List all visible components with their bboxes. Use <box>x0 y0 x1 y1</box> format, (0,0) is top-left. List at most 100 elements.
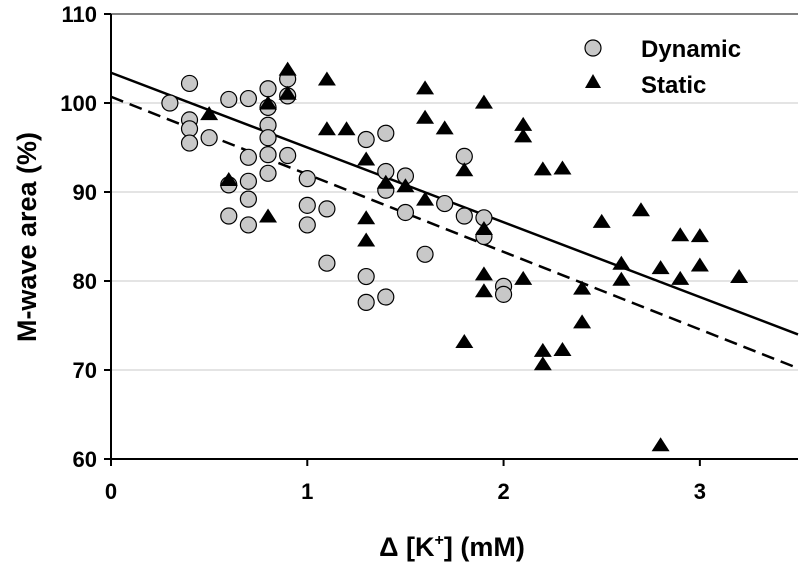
dynamic-point <box>357 267 375 286</box>
y-tick-label: 90 <box>73 180 97 205</box>
dynamic-point <box>396 203 415 222</box>
static-point <box>416 80 435 95</box>
data-points <box>161 61 749 452</box>
x-tick-label: 0 <box>105 479 117 504</box>
legend-static-marker <box>585 74 601 88</box>
static-point <box>200 106 219 121</box>
dynamic-point <box>180 134 199 152</box>
static-point <box>651 437 670 452</box>
static-point <box>533 161 552 176</box>
static-point <box>671 227 690 242</box>
y-tick-label: 100 <box>60 91 97 116</box>
dynamic-point <box>180 74 199 93</box>
dynamic-point <box>494 285 513 303</box>
dynamic-point <box>279 146 297 165</box>
static-point <box>455 162 474 177</box>
regression-lines <box>110 71 799 370</box>
dynamic-point <box>259 146 277 164</box>
static-point <box>357 210 376 225</box>
static-point <box>690 228 709 243</box>
static-point <box>376 174 395 189</box>
y-tick-label: 80 <box>73 269 97 294</box>
static-point <box>259 208 278 223</box>
static-point <box>357 151 376 166</box>
static-point <box>533 342 552 357</box>
dynamic-point <box>161 94 179 112</box>
solid-fit-line <box>110 71 799 336</box>
static-point <box>396 178 415 193</box>
y-tick-label: 110 <box>62 2 98 27</box>
dynamic-point <box>180 120 199 138</box>
x-tick-label: 3 <box>694 479 706 504</box>
static-point <box>553 342 572 357</box>
legend-dynamic-marker <box>584 39 602 57</box>
static-point <box>337 121 356 136</box>
static-point <box>730 269 749 284</box>
static-point <box>474 283 493 298</box>
static-point <box>474 220 493 235</box>
dynamic-point <box>298 170 316 188</box>
dynamic-point <box>455 147 473 165</box>
dashed-fit-line <box>110 95 799 370</box>
static-point <box>651 260 670 275</box>
static-point <box>259 95 278 110</box>
static-point <box>514 116 533 131</box>
dynamic-point <box>220 90 238 109</box>
dynamic-point <box>259 80 277 98</box>
x-tick-label: 1 <box>301 479 313 504</box>
static-point <box>416 191 435 206</box>
dynamic-point <box>298 216 316 234</box>
dynamic-point <box>239 172 257 190</box>
dynamic-point <box>318 200 336 218</box>
static-point <box>553 160 572 175</box>
static-point <box>278 85 297 100</box>
dynamic-point <box>239 89 257 108</box>
dynamic-point <box>298 196 316 214</box>
dynamic-point <box>259 164 277 182</box>
dynamic-point <box>357 130 375 149</box>
dynamic-point <box>200 129 218 147</box>
static-point <box>357 232 376 247</box>
dynamic-point <box>239 148 257 166</box>
static-point <box>573 314 592 329</box>
x-axis-title: Δ [K+] (mM) <box>379 532 525 562</box>
static-point <box>455 334 474 349</box>
dynamic-point <box>239 216 257 234</box>
dynamic-point <box>455 207 473 225</box>
y-tick-label: 70 <box>73 358 97 383</box>
static-point <box>612 255 631 270</box>
static-point <box>416 109 435 124</box>
legend-static-label: Static <box>641 72 706 99</box>
axes <box>110 13 798 460</box>
dynamic-point <box>239 190 257 208</box>
dynamic-point <box>416 245 434 263</box>
static-point <box>573 280 592 295</box>
dynamic-point <box>259 129 277 147</box>
static-point <box>612 271 631 286</box>
static-point <box>514 128 533 143</box>
dynamic-point <box>377 288 395 306</box>
ticks: 60 70 80 90 100 110 0 1 2 3 <box>60 2 706 504</box>
static-point <box>514 270 533 285</box>
static-point <box>435 120 454 135</box>
static-point <box>533 356 552 371</box>
dynamic-point <box>220 207 238 225</box>
legend-dynamic-label: Dynamic <box>641 36 741 63</box>
dynamic-point <box>436 194 454 213</box>
y-tick-label: 60 <box>73 447 97 472</box>
static-point <box>474 94 493 109</box>
dynamic-point <box>357 293 375 311</box>
static-point <box>592 213 611 228</box>
dynamic-point <box>318 254 336 272</box>
dynamic-point <box>377 124 395 142</box>
y-axis-title: M-wave area (%) <box>12 132 42 342</box>
static-point <box>278 61 297 76</box>
legend: Dynamic Static <box>584 36 741 99</box>
static-point <box>474 266 493 281</box>
static-point <box>631 202 650 217</box>
static-point <box>317 121 336 136</box>
static-point <box>219 172 238 187</box>
static-point <box>317 71 336 86</box>
static-point <box>671 270 690 285</box>
